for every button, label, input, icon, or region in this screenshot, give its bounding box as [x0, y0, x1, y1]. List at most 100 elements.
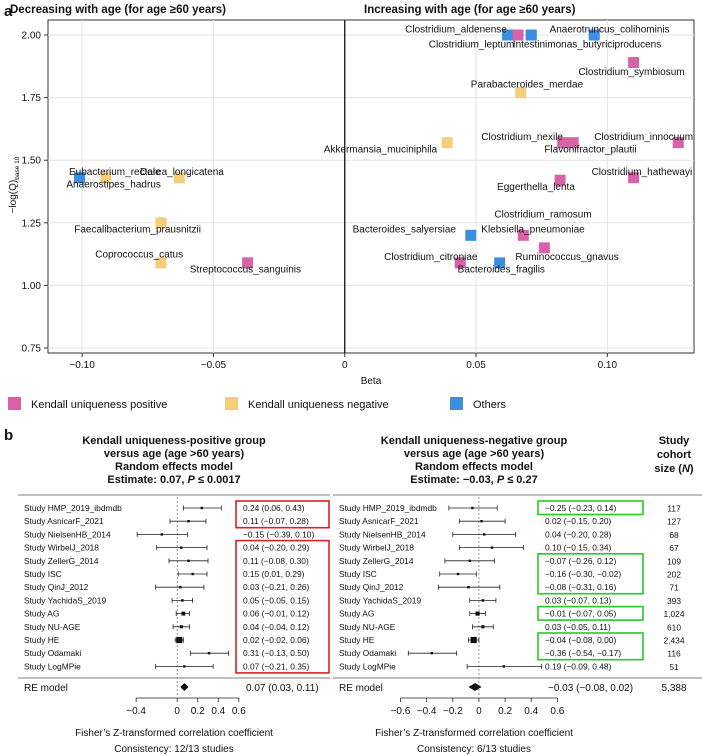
- cohort-size-5: 202: [667, 570, 681, 580]
- study-name-study-nielsenhb-2014: Study NielsenHB_2014: [24, 529, 111, 539]
- label-intestinimonas-butyriciproducens: Intestinimonas_butyriciproducens: [513, 39, 661, 50]
- forest-x-tick-label-3: 0: [476, 706, 482, 717]
- forest-x-label: Fisher’s Z-transformed correlation coeff…: [75, 728, 273, 739]
- ci-text-3: 0.10 (−0.15, 0.34): [545, 543, 612, 553]
- label-clostridium-innocuum: Clostridium_innocuum: [594, 132, 693, 143]
- label-streptococcus-sanguinis: Streptococcus_sanguinis: [190, 265, 301, 276]
- label-parabacteroides-merdae: Parabacteroides_merdae: [471, 79, 584, 90]
- cohort-size-6: 71: [669, 583, 679, 593]
- study-name-study-yachidas-2019: Study YachidaS_2019: [339, 595, 421, 605]
- label-coprococcus-catus: Coprococcus_catus: [95, 250, 183, 261]
- x-tick-label-3: 0.05: [466, 360, 486, 371]
- cohort-size-total: 5,388: [661, 683, 686, 694]
- ci-text-3: 0.04 (−0.20, 0.29): [243, 543, 310, 553]
- cohort-size-2: 68: [669, 530, 679, 540]
- ci-text-12: 0.19 (−0.09, 0.48): [545, 661, 612, 671]
- scatter-legend: Kendall uniqueness positive Kendall uniqu…: [8, 397, 507, 411]
- estimate-marker-6: [179, 586, 182, 589]
- y-tick-label-1: 1.00: [22, 281, 42, 292]
- estimate-marker-11: [207, 652, 211, 655]
- point-clostridium-aldenense-0: [502, 29, 514, 41]
- ci-text-5: 0.15 (0.01, 0.29): [243, 569, 305, 579]
- highlight-box-2: [537, 605, 644, 621]
- ci-text-10: 0.02 (−0.02, 0.06): [243, 635, 310, 645]
- forest-x-tick-label-1: 0: [174, 706, 180, 717]
- study-name-study-logmpie: Study LogMPie: [339, 661, 396, 671]
- ci-text-8: 0.06 (−0.01, 0.12): [243, 609, 310, 619]
- label-clostridium-ramosum: Clostridium_ramosum: [494, 210, 591, 221]
- ci-text-4: −0.07 (−0.26, 0.12): [545, 556, 616, 566]
- legend-label-neg: Kendall uniqueness negative: [248, 399, 389, 411]
- point-clostridium-innocuum-10: [672, 137, 684, 149]
- estimate-p: P: [497, 474, 505, 486]
- estimate-marker-8: [181, 611, 186, 616]
- ci-text-9: 0.03 (−0.05, 0.11): [545, 622, 611, 632]
- forest-estimate: Estimate: 0.07, P ≤ 0.0017: [107, 474, 240, 486]
- point-clostridium-ramosum-19: [538, 242, 550, 254]
- ci-text-12: 0.07 (−0.21, 0.35): [243, 661, 310, 671]
- scatter-x-axis: −0.10 −0.05 0 0.05 0.10: [69, 353, 618, 371]
- label-akkermansia-muciniphila: Akkermansia_muciniphila: [324, 144, 438, 155]
- forest-title-line-1: versus age (age >60 years): [404, 448, 545, 460]
- legend-swatch-oth: [450, 397, 463, 410]
- highlight-box-1: [235, 539, 330, 674]
- cohort-header-2c: ): [690, 463, 694, 475]
- label-dorea-longicatena: Dorea_longicatena: [140, 167, 224, 178]
- re-model-label: RE model: [339, 683, 383, 694]
- forest-x-tick-label-4: 0.6: [232, 706, 246, 717]
- re-model-value: 0.07 (0.03, 0.11): [246, 683, 319, 694]
- estimate-marker-8: [475, 611, 480, 616]
- ci-text-8: −0.01 (−0.07, 0.05): [545, 609, 616, 619]
- point-anaerotruncus-colihominis-3: [588, 29, 600, 41]
- cohort-size-3: 67: [669, 543, 679, 553]
- scatter-y-label: −log(Q)base 10: [8, 156, 21, 213]
- ci-text-1: 0.02 (−0.15, 0.20): [545, 516, 612, 526]
- ci-text-1: 0.11 (−0.07, 0.28): [243, 516, 309, 526]
- ci-text-11: 0.31 (−0.13, 0.50): [243, 648, 310, 658]
- label-anaerotruncus-colihominis: Anaerotruncus_colihominis: [550, 24, 670, 35]
- study-name-study-yachidas-2019: Study YachidaS_2019: [24, 595, 106, 605]
- label-bacteroides-salyersiae: Bacteroides_salyersiae: [353, 225, 457, 236]
- study-name-study-asnicarf-2021: Study AsnicarF_2021: [339, 516, 419, 526]
- estimate-marker-4: [187, 559, 190, 562]
- study-name-study-nu-age: Study NU-AGE: [24, 622, 81, 632]
- study-name-study-zellerg-2014: Study ZellerG_2014: [24, 556, 99, 566]
- forest-title-line-2: Random effects model: [115, 461, 233, 473]
- forest-title-line-2: Random effects model: [415, 461, 533, 473]
- study-name-study-ag: Study AG: [24, 609, 59, 619]
- cohort-size-column: Study cohort size (N) 117 127 68 67 109 202 71 393…: [654, 435, 693, 694]
- forest-x-tick-label-4: 0.2: [498, 706, 512, 717]
- forest-consistency: Consistency: 6/13 studies: [417, 744, 531, 755]
- forest-x-tick-label-0: −0.6: [391, 706, 411, 717]
- study-name-study-hmp-2019-ibdmdb: Study HMP_2019_ibdmdb: [24, 503, 122, 513]
- point-anaerostipes-hadrus-15: [74, 172, 86, 184]
- legend-label-pos: Kendall uniqueness positive: [31, 399, 167, 411]
- ci-text-0: 0.24 (0.06, 0.43): [243, 503, 305, 513]
- re-model-label: RE model: [24, 683, 68, 694]
- cohort-size-12: 51: [669, 662, 679, 672]
- cohort-size-7: 393: [667, 596, 681, 606]
- study-name-study-ag: Study AG: [339, 609, 374, 619]
- point-parabacteroides-merdae-6: [515, 87, 527, 99]
- label-clostridium-aldenense: Clostridium_aldenense: [405, 24, 507, 35]
- x-tick-label-4: 0.10: [598, 360, 618, 371]
- scatter-y-label-sub: base 10: [14, 156, 21, 180]
- estimate-marker-1: [480, 520, 483, 523]
- study-name-study-qinj-2012: Study QinJ_2012: [339, 582, 404, 592]
- label-bacteroides-fragilis: Bacteroides_fragilis: [458, 265, 545, 276]
- study-name-study-odamaki: Study Odamaki: [24, 648, 81, 658]
- estimate-marker-11: [430, 652, 434, 655]
- estimate-marker-10: [176, 636, 183, 644]
- forest-estimate: Estimate: −0.03, P ≤ 0.27: [410, 474, 537, 486]
- forest-plot-positive: Kendall uniqueness-positive groupversus …: [18, 435, 330, 755]
- label-clostridium-citroniae: Clostridium_citroniae: [384, 252, 478, 263]
- point-eubacterium-rectale-13: [100, 172, 112, 184]
- scatter-y-axis: 0.75 1.00 1.25 1.50 1.75 2.00: [22, 31, 48, 354]
- y-tick-label-5: 2.00: [22, 31, 42, 42]
- point-coprococcus-catus-20: [155, 257, 167, 269]
- highlight-box-0: [235, 500, 330, 529]
- estimate-marker-2: [482, 533, 486, 536]
- x-tick-label-2: 0: [342, 360, 348, 371]
- study-name-study-nu-age: Study NU-AGE: [339, 622, 396, 632]
- study-name-study-isc: Study ISC: [24, 569, 62, 579]
